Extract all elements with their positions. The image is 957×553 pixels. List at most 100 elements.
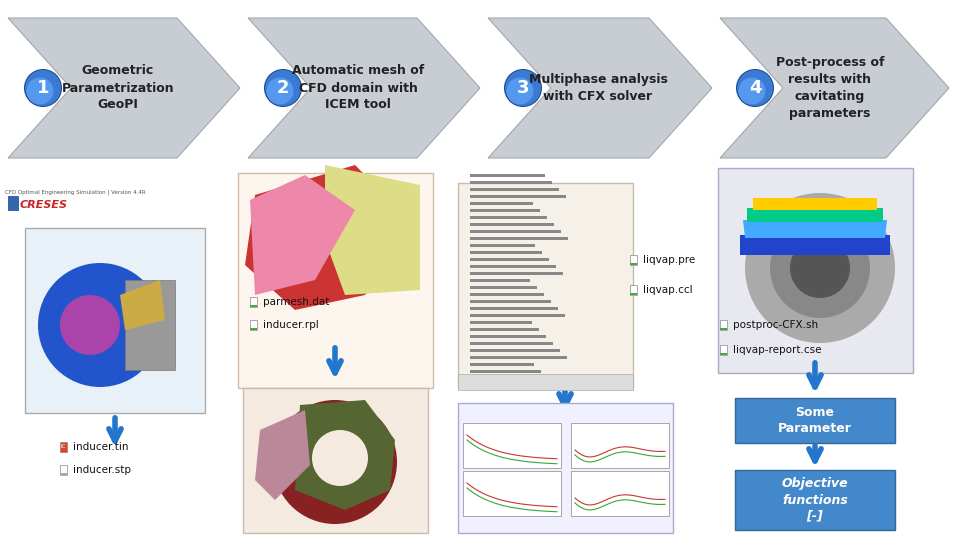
FancyBboxPatch shape xyxy=(250,328,257,330)
Circle shape xyxy=(312,430,368,486)
FancyBboxPatch shape xyxy=(470,229,561,232)
Circle shape xyxy=(25,70,61,106)
Text: Objective
functions
[-]: Objective functions [-] xyxy=(782,477,848,523)
FancyBboxPatch shape xyxy=(630,254,637,265)
Text: Some
Parameter: Some Parameter xyxy=(778,405,852,435)
Circle shape xyxy=(737,70,773,106)
Text: IC: IC xyxy=(61,445,66,450)
Circle shape xyxy=(273,400,397,524)
FancyBboxPatch shape xyxy=(470,348,560,352)
Text: liqvap-report.cse: liqvap-report.cse xyxy=(733,345,821,355)
Circle shape xyxy=(27,77,54,105)
FancyBboxPatch shape xyxy=(470,327,539,331)
Circle shape xyxy=(736,69,774,107)
Polygon shape xyxy=(720,18,949,158)
FancyBboxPatch shape xyxy=(470,187,559,190)
Circle shape xyxy=(770,218,870,318)
FancyBboxPatch shape xyxy=(470,356,567,358)
Polygon shape xyxy=(248,18,480,158)
Text: CRESES: CRESES xyxy=(20,200,68,210)
Polygon shape xyxy=(325,165,420,295)
FancyBboxPatch shape xyxy=(125,280,175,370)
FancyBboxPatch shape xyxy=(470,342,553,345)
Text: Multiphase analysis
with CFX solver: Multiphase analysis with CFX solver xyxy=(528,73,667,103)
FancyBboxPatch shape xyxy=(470,216,547,218)
Polygon shape xyxy=(250,175,355,295)
FancyBboxPatch shape xyxy=(470,180,552,184)
Text: 4: 4 xyxy=(748,79,761,97)
Text: 3: 3 xyxy=(517,79,529,97)
FancyBboxPatch shape xyxy=(470,174,545,176)
Text: 1: 1 xyxy=(36,79,49,97)
FancyBboxPatch shape xyxy=(250,320,257,330)
Circle shape xyxy=(60,295,120,355)
Polygon shape xyxy=(255,410,310,500)
FancyBboxPatch shape xyxy=(470,222,554,226)
FancyBboxPatch shape xyxy=(470,195,566,197)
FancyBboxPatch shape xyxy=(630,263,637,265)
FancyBboxPatch shape xyxy=(470,258,549,260)
Polygon shape xyxy=(488,18,712,158)
Text: inducer.rpl: inducer.rpl xyxy=(263,320,319,330)
FancyBboxPatch shape xyxy=(718,168,913,373)
FancyBboxPatch shape xyxy=(60,465,67,476)
FancyBboxPatch shape xyxy=(457,374,633,390)
FancyBboxPatch shape xyxy=(470,201,533,205)
FancyBboxPatch shape xyxy=(470,314,565,316)
Circle shape xyxy=(739,77,766,105)
Circle shape xyxy=(265,70,301,106)
Text: Post-process of
results with
cavitating
parameters: Post-process of results with cavitating … xyxy=(776,56,884,120)
FancyBboxPatch shape xyxy=(735,398,895,442)
FancyBboxPatch shape xyxy=(571,422,669,467)
Circle shape xyxy=(266,77,294,105)
Polygon shape xyxy=(740,235,890,255)
FancyBboxPatch shape xyxy=(250,305,257,307)
FancyBboxPatch shape xyxy=(470,363,534,366)
FancyBboxPatch shape xyxy=(60,473,67,476)
FancyBboxPatch shape xyxy=(60,442,67,452)
Polygon shape xyxy=(8,18,240,158)
FancyBboxPatch shape xyxy=(470,264,556,268)
FancyBboxPatch shape xyxy=(720,320,727,330)
FancyBboxPatch shape xyxy=(8,196,18,210)
FancyBboxPatch shape xyxy=(470,272,563,274)
Text: parmesh.dat: parmesh.dat xyxy=(263,297,329,307)
Text: 2: 2 xyxy=(277,79,289,97)
FancyBboxPatch shape xyxy=(237,173,433,388)
Polygon shape xyxy=(753,198,877,210)
FancyBboxPatch shape xyxy=(630,293,637,295)
FancyBboxPatch shape xyxy=(250,296,257,307)
FancyBboxPatch shape xyxy=(470,300,551,302)
FancyBboxPatch shape xyxy=(470,251,542,253)
FancyBboxPatch shape xyxy=(470,335,546,337)
Text: inducer.stp: inducer.stp xyxy=(73,465,131,475)
FancyBboxPatch shape xyxy=(25,227,205,413)
FancyBboxPatch shape xyxy=(242,388,428,533)
Circle shape xyxy=(24,69,62,107)
Circle shape xyxy=(505,70,541,106)
FancyBboxPatch shape xyxy=(463,471,561,515)
FancyBboxPatch shape xyxy=(470,321,532,324)
FancyBboxPatch shape xyxy=(470,237,568,239)
Polygon shape xyxy=(747,208,883,222)
FancyBboxPatch shape xyxy=(470,208,540,211)
Text: Geometric
Parametrization
GeoPI: Geometric Parametrization GeoPI xyxy=(61,65,174,112)
FancyBboxPatch shape xyxy=(720,328,727,330)
Circle shape xyxy=(790,238,850,298)
Circle shape xyxy=(745,193,895,343)
Polygon shape xyxy=(743,220,887,238)
FancyBboxPatch shape xyxy=(470,377,548,379)
Circle shape xyxy=(38,263,162,387)
FancyBboxPatch shape xyxy=(735,470,895,530)
FancyBboxPatch shape xyxy=(720,353,727,356)
Text: liqvap.pre: liqvap.pre xyxy=(643,255,695,265)
Circle shape xyxy=(506,77,533,105)
FancyBboxPatch shape xyxy=(470,293,544,295)
FancyBboxPatch shape xyxy=(470,243,535,247)
FancyBboxPatch shape xyxy=(470,369,541,373)
Polygon shape xyxy=(120,280,165,330)
Text: postproc-CFX.sh: postproc-CFX.sh xyxy=(733,320,818,330)
Polygon shape xyxy=(245,165,420,310)
FancyBboxPatch shape xyxy=(470,285,537,289)
FancyBboxPatch shape xyxy=(463,422,561,467)
